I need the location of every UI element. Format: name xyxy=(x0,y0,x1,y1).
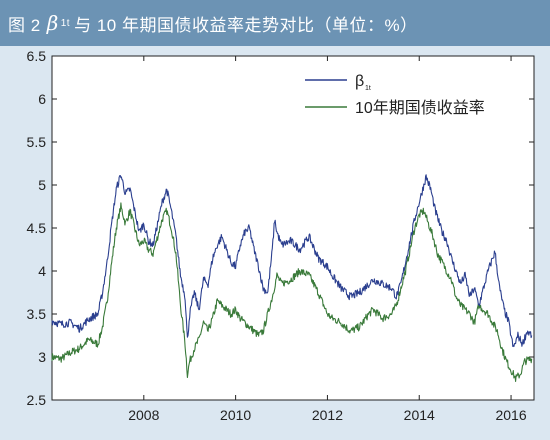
plot-area xyxy=(51,55,535,401)
y-tick-label: 4.5 xyxy=(27,220,47,236)
figure-title-prefix: 图 2 xyxy=(8,15,41,35)
legend-label-beta-subscript: 1t xyxy=(365,85,371,92)
y-tick-label: 5.5 xyxy=(27,134,47,150)
chart-container: 2.5 3 3.5 4 4.5 5 5.5 6 6.5 2008 2010 2012 2014 2016 β… xyxy=(0,46,550,435)
legend-label-bond-yield: 10年期国债收益率 xyxy=(355,99,485,117)
y-tick-label: 6.5 xyxy=(27,48,47,64)
x-tick-label: 2014 xyxy=(404,407,435,423)
x-tick-label: 2016 xyxy=(495,407,526,423)
y-tick-label: 3 xyxy=(38,349,46,365)
figure-title-beta-subscript: 1t xyxy=(60,17,71,29)
x-tick-label: 2012 xyxy=(312,407,343,423)
x-tick-label: 2008 xyxy=(128,407,159,423)
x-tick-label: 2010 xyxy=(220,407,251,423)
y-tick-label: 5 xyxy=(38,177,46,193)
y-tick-label: 2.5 xyxy=(27,392,47,408)
figure-title: 图 2 β 1t 与 10 年期国债收益率走势对比（单位：%） xyxy=(0,0,550,46)
y-tick-label: 3.5 xyxy=(27,306,47,322)
y-tick-label: 4 xyxy=(38,263,46,279)
legend-label-beta: β xyxy=(355,73,364,90)
figure-title-suffix: 与 10 年期国债收益率走势对比（单位：%） xyxy=(74,15,418,35)
line-chart: 2.5 3 3.5 4 4.5 5 5.5 6 6.5 2008 2010 2012 2014 2016 β… xyxy=(27,48,535,423)
series-line-bond-yield xyxy=(51,202,533,382)
series-line-beta xyxy=(51,174,533,348)
y-tick-label: 6 xyxy=(38,91,46,107)
figure-title-beta: β xyxy=(46,11,59,35)
